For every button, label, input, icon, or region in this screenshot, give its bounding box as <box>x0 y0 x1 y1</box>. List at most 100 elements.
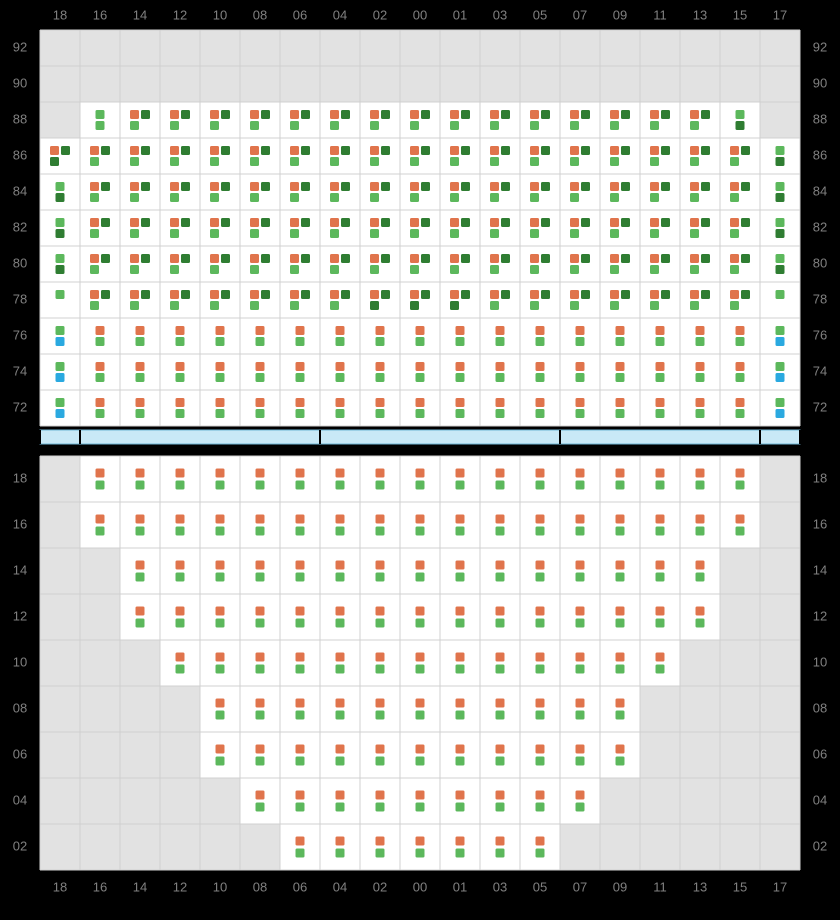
seat[interactable] <box>456 607 465 616</box>
seat[interactable] <box>90 218 99 227</box>
seat[interactable] <box>570 265 579 274</box>
seat[interactable] <box>530 218 539 227</box>
seat[interactable] <box>336 791 345 800</box>
seat[interactable] <box>376 711 385 720</box>
seat[interactable] <box>290 157 299 166</box>
seat[interactable] <box>656 326 665 335</box>
seat[interactable] <box>776 373 785 382</box>
seat[interactable] <box>776 229 785 238</box>
seat[interactable] <box>616 711 625 720</box>
seat[interactable] <box>250 146 259 155</box>
seat[interactable] <box>570 193 579 202</box>
seat[interactable] <box>101 146 110 155</box>
seat[interactable] <box>536 791 545 800</box>
seat[interactable] <box>370 110 379 119</box>
seat[interactable] <box>250 301 259 310</box>
seat[interactable] <box>496 711 505 720</box>
seat[interactable] <box>496 469 505 478</box>
seat[interactable] <box>690 146 699 155</box>
seat[interactable] <box>450 182 459 191</box>
seat[interactable] <box>336 803 345 812</box>
seat[interactable] <box>336 373 345 382</box>
seat[interactable] <box>490 229 499 238</box>
seat[interactable] <box>330 110 339 119</box>
seat[interactable] <box>461 218 470 227</box>
seat[interactable] <box>221 182 230 191</box>
seat[interactable] <box>341 290 350 299</box>
seat[interactable] <box>256 326 265 335</box>
seat[interactable] <box>696 527 705 536</box>
seat[interactable] <box>776 146 785 155</box>
seat[interactable] <box>656 398 665 407</box>
seat[interactable] <box>656 337 665 346</box>
seat[interactable] <box>90 157 99 166</box>
seat[interactable] <box>421 290 430 299</box>
seat[interactable] <box>776 362 785 371</box>
seat[interactable] <box>336 561 345 570</box>
seat[interactable] <box>221 146 230 155</box>
seat[interactable] <box>170 229 179 238</box>
seat[interactable] <box>530 301 539 310</box>
seat[interactable] <box>96 515 105 524</box>
seat[interactable] <box>416 653 425 662</box>
seat[interactable] <box>530 290 539 299</box>
seat[interactable] <box>336 711 345 720</box>
seat[interactable] <box>416 757 425 766</box>
seat[interactable] <box>490 182 499 191</box>
seat[interactable] <box>496 665 505 674</box>
seat[interactable] <box>736 373 745 382</box>
seat[interactable] <box>296 469 305 478</box>
seat[interactable] <box>456 362 465 371</box>
seat[interactable] <box>696 362 705 371</box>
seat[interactable] <box>210 290 219 299</box>
seat[interactable] <box>256 373 265 382</box>
seat[interactable] <box>290 193 299 202</box>
seat[interactable] <box>376 561 385 570</box>
seat[interactable] <box>776 398 785 407</box>
seat[interactable] <box>96 481 105 490</box>
seat[interactable] <box>330 265 339 274</box>
seat[interactable] <box>616 607 625 616</box>
seat[interactable] <box>581 146 590 155</box>
seat[interactable] <box>616 573 625 582</box>
seat[interactable] <box>176 337 185 346</box>
seat[interactable] <box>210 110 219 119</box>
seat[interactable] <box>376 362 385 371</box>
seat[interactable] <box>410 146 419 155</box>
seat[interactable] <box>536 619 545 628</box>
seat[interactable] <box>336 573 345 582</box>
seat[interactable] <box>776 409 785 418</box>
seat[interactable] <box>661 182 670 191</box>
seat[interactable] <box>370 146 379 155</box>
seat[interactable] <box>136 362 145 371</box>
seat[interactable] <box>130 193 139 202</box>
seat[interactable] <box>616 326 625 335</box>
seat[interactable] <box>776 157 785 166</box>
seat[interactable] <box>376 619 385 628</box>
seat[interactable] <box>741 182 750 191</box>
seat[interactable] <box>616 527 625 536</box>
seat[interactable] <box>370 265 379 274</box>
seat[interactable] <box>341 146 350 155</box>
seat[interactable] <box>296 837 305 846</box>
seat[interactable] <box>456 653 465 662</box>
seat[interactable] <box>616 699 625 708</box>
seat[interactable] <box>570 157 579 166</box>
seat[interactable] <box>456 373 465 382</box>
seat[interactable] <box>736 527 745 536</box>
seat[interactable] <box>690 265 699 274</box>
seat[interactable] <box>576 791 585 800</box>
seat[interactable] <box>376 326 385 335</box>
seat[interactable] <box>616 409 625 418</box>
seat[interactable] <box>296 849 305 858</box>
seat[interactable] <box>370 254 379 263</box>
seat[interactable] <box>136 515 145 524</box>
seat[interactable] <box>290 265 299 274</box>
seat[interactable] <box>576 515 585 524</box>
seat[interactable] <box>610 121 619 130</box>
seat[interactable] <box>696 337 705 346</box>
seat[interactable] <box>341 110 350 119</box>
seat[interactable] <box>690 218 699 227</box>
seat[interactable] <box>96 362 105 371</box>
seat[interactable] <box>450 229 459 238</box>
